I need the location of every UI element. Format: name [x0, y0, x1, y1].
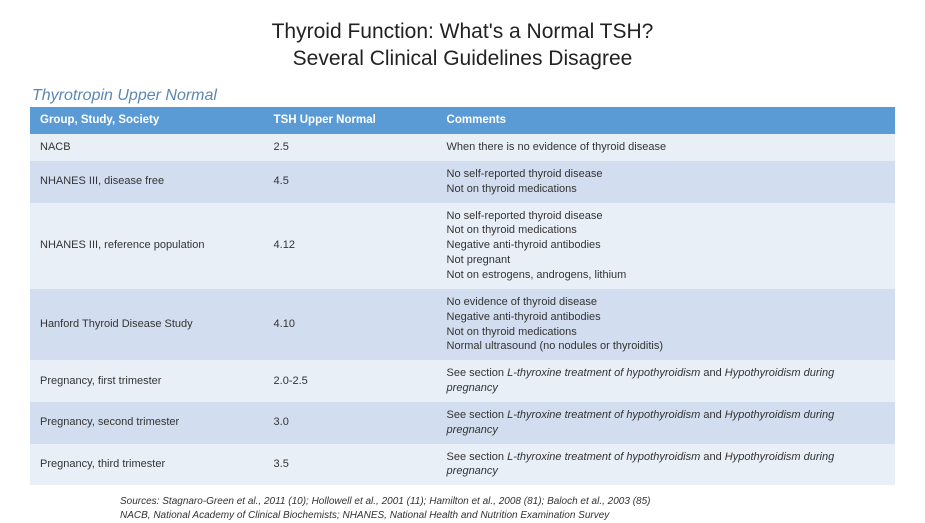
- cell-tsh: 2.5: [264, 134, 437, 161]
- cell-comments: See section L-thyroxine treatment of hyp…: [437, 444, 895, 486]
- table-row: NHANES III, reference population4.12No s…: [30, 203, 895, 289]
- cell-tsh: 4.5: [264, 161, 437, 203]
- table-row: Pregnancy, second trimester3.0 See sectio…: [30, 402, 895, 444]
- comment-line: No self-reported thyroid disease: [447, 209, 885, 224]
- comment-line: See section L-thyroxine treatment of hyp…: [447, 366, 885, 396]
- cell-group: NHANES III, reference population: [30, 203, 264, 289]
- comment-line: Not on thyroid medications: [447, 223, 885, 238]
- footer-sources: Sources: Stagnaro-Green et al., 2011 (10…: [30, 495, 895, 523]
- cell-group: Pregnancy, third trimester: [30, 444, 264, 486]
- cell-comments: See section L-thyroxine treatment of hyp…: [437, 360, 895, 402]
- cell-comments: No self-reported thyroid diseaseNot on t…: [437, 203, 895, 289]
- comment-line: Not on thyroid medications: [447, 182, 885, 197]
- comment-line: See section L-thyroxine treatment of hyp…: [447, 408, 885, 438]
- table-row: Pregnancy, third trimester3.5 See section…: [30, 444, 895, 486]
- footer-line-1: Sources: Stagnaro-Green et al., 2011 (10…: [120, 495, 895, 509]
- footer-line-2: NACB, National Academy of Clinical Bioch…: [120, 509, 895, 523]
- cell-tsh: 4.10: [264, 289, 437, 360]
- title-line-1: Thyroid Function: What's a Normal TSH?: [30, 18, 895, 45]
- table-subtitle: Thyrotropin Upper Normal: [30, 87, 895, 105]
- table-row: NACB2.5 When there is no evidence of thyr…: [30, 134, 895, 161]
- comment-line: Negative anti-thyroid antibodies: [447, 310, 885, 325]
- cell-comments: No self-reported thyroid diseaseNot on t…: [437, 161, 895, 203]
- title-line-2: Several Clinical Guidelines Disagree: [30, 45, 895, 72]
- cell-comments: No evidence of thyroid diseaseNegative a…: [437, 289, 895, 360]
- tsh-table: Group, Study, Society TSH Upper Normal C…: [30, 107, 895, 486]
- comment-line: See section L-thyroxine treatment of hyp…: [447, 450, 885, 480]
- cell-group: Pregnancy, second trimester: [30, 402, 264, 444]
- cell-tsh: 2.0-2.5: [264, 360, 437, 402]
- header-tsh: TSH Upper Normal: [264, 107, 437, 135]
- comment-line: No evidence of thyroid disease: [447, 295, 885, 310]
- cell-tsh: 4.12: [264, 203, 437, 289]
- table-row: Hanford Thyroid Disease Study4.10No evid…: [30, 289, 895, 360]
- cell-tsh: 3.0: [264, 402, 437, 444]
- comment-line: Not on estrogens, androgens, lithium: [447, 268, 885, 283]
- comment-line: No self-reported thyroid disease: [447, 167, 885, 182]
- cell-comments: See section L-thyroxine treatment of hyp…: [437, 402, 895, 444]
- comment-line: When there is no evidence of thyroid dis…: [447, 140, 885, 155]
- comment-line: Not pregnant: [447, 253, 885, 268]
- cell-comments: When there is no evidence of thyroid dis…: [437, 134, 895, 161]
- slide-title: Thyroid Function: What's a Normal TSH? S…: [30, 18, 895, 73]
- header-comments: Comments: [437, 107, 895, 135]
- table-header-row: Group, Study, Society TSH Upper Normal C…: [30, 107, 895, 135]
- comment-line: Not on thyroid medications: [447, 325, 885, 340]
- table-row: NHANES III, disease free4.5No self-repor…: [30, 161, 895, 203]
- cell-tsh: 3.5: [264, 444, 437, 486]
- comment-line: Negative anti-thyroid antibodies: [447, 238, 885, 253]
- header-group: Group, Study, Society: [30, 107, 264, 135]
- cell-group: Pregnancy, first trimester: [30, 360, 264, 402]
- cell-group: Hanford Thyroid Disease Study: [30, 289, 264, 360]
- table-body: NACB2.5 When there is no evidence of thyr…: [30, 134, 895, 485]
- comment-line: Normal ultrasound (no nodules or thyroid…: [447, 339, 885, 354]
- cell-group: NACB: [30, 134, 264, 161]
- table-row: Pregnancy, first trimester 2.0-2.5 See s…: [30, 360, 895, 402]
- cell-group: NHANES III, disease free: [30, 161, 264, 203]
